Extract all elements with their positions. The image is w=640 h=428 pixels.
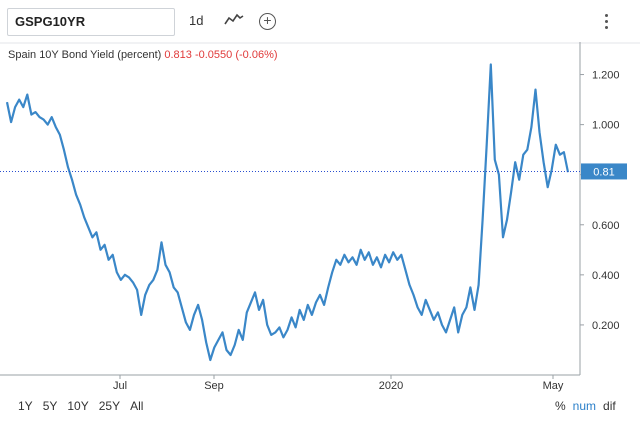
vertical-dots-icon[interactable] bbox=[602, 14, 610, 32]
mode-button-dif[interactable]: dif bbox=[603, 399, 616, 413]
x-tick-label: Jul bbox=[113, 380, 127, 392]
x-tick-label: May bbox=[543, 380, 564, 392]
legend-change-pct: (-0.06%) bbox=[235, 49, 278, 61]
yield-series-line bbox=[5, 63, 570, 362]
mode-button-num[interactable]: num bbox=[572, 399, 597, 413]
y-tick-label: 0.400 bbox=[592, 270, 620, 282]
series-legend: Spain 10Y Bond Yield (percent) 0.813 -0.… bbox=[8, 49, 278, 61]
range-button-25y[interactable]: 25Y bbox=[98, 399, 121, 413]
range-button-10y[interactable]: 10Y bbox=[67, 399, 89, 413]
range-selector: 1Y 5Y 10Y 25Y All bbox=[18, 399, 153, 413]
range-button-5y[interactable]: 5Y bbox=[42, 399, 58, 413]
current-value-tag bbox=[581, 163, 627, 180]
legend-change: -0.0550 bbox=[194, 49, 233, 61]
range-button-1y[interactable]: 1Y bbox=[18, 399, 33, 413]
y-tick-label: 0.600 bbox=[592, 220, 620, 232]
plus-circle-icon[interactable]: + bbox=[259, 13, 276, 30]
range-button-all[interactable]: All bbox=[130, 399, 144, 413]
legend-value: 0.813 bbox=[164, 49, 192, 61]
legend-series-name: Spain 10Y Bond Yield (percent) bbox=[8, 49, 162, 61]
x-tick-label: Sep bbox=[204, 380, 224, 392]
interval-button[interactable]: 1d bbox=[189, 13, 204, 28]
symbol-input[interactable]: GSPG10YR bbox=[7, 8, 175, 36]
mode-button-percent[interactable]: % bbox=[555, 399, 566, 413]
chart-toolbar: GSPG10YR 1d + bbox=[0, 0, 640, 44]
x-tick-label: 2020 bbox=[379, 380, 403, 392]
y-tick-label: 1.200 bbox=[592, 70, 620, 82]
mode-selector: % num dif bbox=[548, 399, 616, 413]
y-tick-label: 0.200 bbox=[592, 320, 620, 332]
current-value-label: 0.81 bbox=[593, 166, 614, 178]
line-chart-icon[interactable] bbox=[224, 12, 244, 28]
y-tick-label: 1.000 bbox=[592, 120, 620, 132]
